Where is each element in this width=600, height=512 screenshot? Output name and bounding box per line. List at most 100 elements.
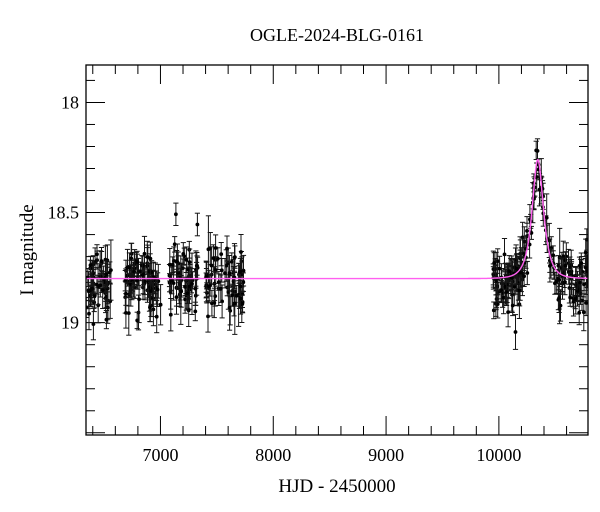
data-point-marker xyxy=(529,231,534,235)
data-point-marker xyxy=(581,310,586,315)
data-point-marker xyxy=(206,314,210,319)
data-point xyxy=(103,310,109,330)
data-point-marker xyxy=(568,295,573,300)
data-point xyxy=(493,251,499,311)
data-point xyxy=(169,266,175,295)
data-point-marker xyxy=(223,271,227,276)
data-point-marker xyxy=(563,280,567,284)
data-point-marker xyxy=(207,284,212,289)
data-point xyxy=(148,282,154,301)
data-point xyxy=(158,284,164,326)
data-point-marker xyxy=(174,212,178,217)
data-point-marker xyxy=(229,259,234,264)
data-point-marker xyxy=(227,306,232,310)
data-point-marker xyxy=(123,295,128,299)
data-point-marker xyxy=(504,290,509,294)
data-point-marker xyxy=(213,246,218,250)
data-point-marker xyxy=(124,311,128,315)
y-tick-label: 19 xyxy=(61,313,79,333)
data-point xyxy=(211,287,217,319)
data-point-marker xyxy=(95,252,99,257)
data-point xyxy=(514,253,520,285)
data-point xyxy=(495,248,501,274)
data-point-marker xyxy=(573,297,578,302)
data-point xyxy=(147,241,153,276)
data-point xyxy=(174,250,180,273)
data-point-marker xyxy=(557,296,561,300)
data-point xyxy=(147,263,153,281)
data-point xyxy=(209,289,215,317)
data-point-marker xyxy=(87,311,91,316)
data-point-marker xyxy=(95,282,99,287)
data-point xyxy=(154,300,160,334)
data-point-marker xyxy=(168,312,173,317)
data-point-marker xyxy=(495,259,500,263)
data-point-marker xyxy=(187,284,192,289)
data-point xyxy=(517,274,523,307)
data-point-marker xyxy=(495,302,500,306)
data-point-marker xyxy=(181,266,185,270)
data-point xyxy=(134,253,140,271)
data-point-marker xyxy=(142,251,147,256)
axis-ticks xyxy=(86,65,588,435)
data-point-marker xyxy=(148,305,152,310)
plot-frame xyxy=(85,64,589,436)
data-point-marker xyxy=(499,288,503,292)
data-point xyxy=(570,286,577,317)
data-point-marker xyxy=(491,308,496,313)
data-point-marker xyxy=(561,254,566,259)
data-point-marker xyxy=(140,273,145,277)
data-point-marker xyxy=(535,149,540,153)
data-point xyxy=(229,283,235,307)
data-point-marker xyxy=(195,222,200,227)
data-point-marker xyxy=(233,255,237,259)
chart-title: OGLE-2024-BLG-0161 xyxy=(250,25,424,45)
data-point xyxy=(173,279,180,315)
data-point-marker xyxy=(174,259,179,264)
data-point-marker xyxy=(583,265,588,270)
data-point-marker xyxy=(582,282,586,287)
data-point-marker xyxy=(140,263,145,268)
data-point-marker xyxy=(507,269,512,273)
data-point-marker xyxy=(193,286,198,291)
data-point-marker xyxy=(212,301,217,305)
data-point xyxy=(562,251,569,280)
data-point-marker xyxy=(567,286,572,290)
data-point-marker xyxy=(506,310,510,314)
x-axis-label: HJD - 2450000 xyxy=(278,476,395,497)
data-point xyxy=(553,269,559,294)
data-point-marker xyxy=(501,295,506,300)
data-point-marker xyxy=(240,301,245,306)
data-point-marker xyxy=(92,300,97,305)
data-point xyxy=(192,271,198,306)
data-point-marker xyxy=(551,253,556,258)
data-point-marker xyxy=(584,301,588,305)
data-point-marker xyxy=(583,250,588,255)
data-point-marker xyxy=(104,272,109,277)
data-point-marker xyxy=(522,274,526,279)
data-point xyxy=(180,242,186,266)
data-point xyxy=(173,202,179,226)
data-point xyxy=(144,240,150,274)
data-point-marker xyxy=(147,269,152,274)
data-point-marker xyxy=(515,266,519,271)
data-point xyxy=(147,292,153,322)
data-point-marker xyxy=(554,279,559,284)
data-point xyxy=(178,275,184,308)
data-point xyxy=(506,255,512,288)
data-point-marker xyxy=(142,279,147,284)
data-point-marker xyxy=(109,268,113,272)
data-point-marker xyxy=(172,242,177,247)
data-point xyxy=(518,254,524,293)
data-point-marker xyxy=(126,311,131,315)
data-point-marker xyxy=(148,256,153,261)
data-point-marker xyxy=(91,322,96,326)
data-point-marker xyxy=(88,263,93,268)
data-point-marker xyxy=(492,261,497,265)
data-point xyxy=(583,289,588,317)
data-point-marker xyxy=(215,256,220,261)
data-point-marker xyxy=(167,262,172,267)
data-point xyxy=(189,252,195,315)
y-tick-label: 18.5 xyxy=(48,203,80,223)
data-point-marker xyxy=(137,297,142,302)
